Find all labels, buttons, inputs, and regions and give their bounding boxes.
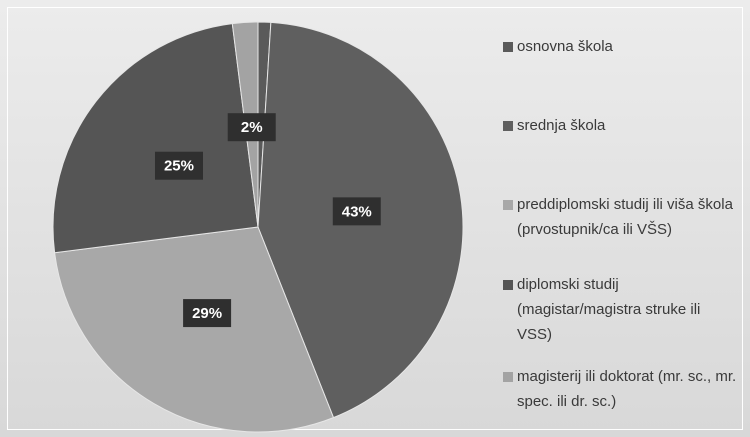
data-label-box: [183, 299, 232, 328]
legend-swatch: [503, 372, 513, 382]
data-label-box: [332, 197, 381, 226]
pie-slice: [54, 226, 335, 433]
chart-frame: [7, 7, 743, 430]
legend-item: magisterij ili doktorat (mr. sc., mr. sp…: [503, 364, 738, 414]
data-label-box: [227, 113, 276, 142]
legend-item: osnovna škola: [503, 34, 738, 59]
data-label: 25%: [164, 158, 194, 175]
legend-item: srednja škola: [503, 113, 738, 138]
legend-item: preddiplomski studij ili viša škola (prv…: [503, 192, 738, 242]
legend-label: diplomski studij (magistar/magistra stru…: [517, 276, 701, 343]
legend-label: preddiplomski studij ili viša škola (prv…: [517, 196, 733, 238]
legend-label: magisterij ili doktorat (mr. sc., mr. sp…: [517, 368, 737, 410]
data-label-box: [154, 151, 203, 180]
data-label: 43%: [342, 203, 372, 220]
legend-swatch: [503, 42, 513, 52]
legend-swatch: [503, 121, 513, 131]
legend-item: diplomski studij (magistar/magistra stru…: [503, 272, 738, 347]
legend-swatch: [503, 280, 513, 290]
data-label: 29%: [192, 305, 222, 322]
data-label: 2%: [241, 119, 263, 136]
legend-swatch: [503, 200, 513, 210]
legend-label: srednja škola: [517, 117, 606, 134]
pie-slice: [52, 23, 259, 254]
legend-label: osnovna škola: [517, 38, 613, 55]
